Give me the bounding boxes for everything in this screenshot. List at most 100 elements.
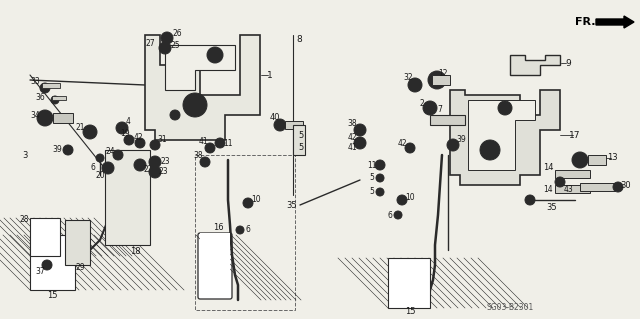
Text: 1: 1 [267,70,273,79]
Circle shape [428,71,446,89]
Circle shape [150,140,160,150]
Text: SG03-B2301: SG03-B2301 [486,302,534,311]
Circle shape [116,122,128,134]
Bar [285,121,303,129]
Text: 35: 35 [547,204,557,212]
Text: 26: 26 [172,28,182,38]
Text: 14: 14 [543,162,553,172]
Bar [53,113,73,123]
Text: 23: 23 [158,167,168,176]
Text: 2: 2 [420,99,424,108]
Bar [195,155,295,310]
Circle shape [408,78,422,92]
Circle shape [354,137,366,149]
Bar [588,155,606,165]
Bar [555,185,590,193]
Circle shape [113,150,123,160]
Polygon shape [165,45,235,90]
Circle shape [274,119,286,131]
Circle shape [183,93,207,117]
Bar [30,235,75,290]
Text: 5: 5 [369,188,374,197]
Circle shape [405,143,415,153]
Text: 42: 42 [133,132,143,142]
Text: 24: 24 [105,147,115,157]
Bar [30,218,60,256]
Bar [65,220,90,265]
Text: 21: 21 [76,123,84,132]
Circle shape [555,177,565,187]
Text: 23: 23 [160,158,170,167]
Text: 36: 36 [35,93,45,101]
Text: 12: 12 [438,69,448,78]
Text: 19: 19 [120,129,130,137]
Circle shape [137,162,143,168]
FancyArrow shape [596,16,634,28]
Bar [42,83,60,88]
Text: 8: 8 [296,35,302,44]
Text: FR.: FR. [575,17,595,27]
Circle shape [51,96,59,104]
Text: 15: 15 [47,291,57,300]
Text: 42: 42 [347,133,357,143]
Text: 42: 42 [397,138,407,147]
Circle shape [572,152,588,168]
Circle shape [525,195,535,205]
Text: 6: 6 [388,211,392,219]
Text: 6: 6 [246,226,250,234]
Circle shape [397,195,407,205]
Circle shape [83,125,97,139]
Bar [293,125,305,155]
Circle shape [215,138,225,148]
Bar [105,150,150,245]
Circle shape [149,166,161,178]
Circle shape [159,42,171,54]
Circle shape [394,211,402,219]
Circle shape [207,47,223,63]
Text: 11: 11 [223,138,233,147]
Text: 4: 4 [125,117,131,127]
Circle shape [135,138,145,148]
Polygon shape [468,100,535,170]
Text: 38: 38 [193,151,203,160]
Bar [580,183,615,191]
Circle shape [149,156,161,168]
Circle shape [243,198,253,208]
Circle shape [37,110,53,126]
Text: 9: 9 [565,58,571,68]
Bar [52,96,66,100]
Text: 33: 33 [30,78,40,86]
Text: 7: 7 [438,106,442,115]
Circle shape [200,157,210,167]
Text: 40: 40 [269,113,280,122]
Circle shape [161,32,173,44]
Text: 5: 5 [298,143,303,152]
Text: 38: 38 [347,120,357,129]
FancyBboxPatch shape [198,233,232,299]
Text: 18: 18 [130,248,140,256]
Circle shape [376,174,384,182]
Text: 16: 16 [212,224,223,233]
Circle shape [63,145,73,155]
Text: 39: 39 [456,136,466,145]
Text: 31: 31 [157,136,167,145]
Text: 11: 11 [367,160,377,169]
Circle shape [480,140,500,160]
Circle shape [375,160,385,170]
Bar [388,258,430,308]
Text: 27: 27 [145,39,155,48]
Text: 5: 5 [369,174,374,182]
Text: 10: 10 [251,196,261,204]
Circle shape [134,159,146,171]
Polygon shape [510,55,560,75]
Text: 37: 37 [35,268,45,277]
Bar [432,75,450,85]
Bar [430,115,465,125]
Text: 6: 6 [91,164,95,173]
Circle shape [423,101,437,115]
Polygon shape [450,90,560,185]
Circle shape [354,124,366,136]
Bar [200,233,230,298]
Text: 34: 34 [30,112,40,121]
Text: 17: 17 [569,130,580,139]
